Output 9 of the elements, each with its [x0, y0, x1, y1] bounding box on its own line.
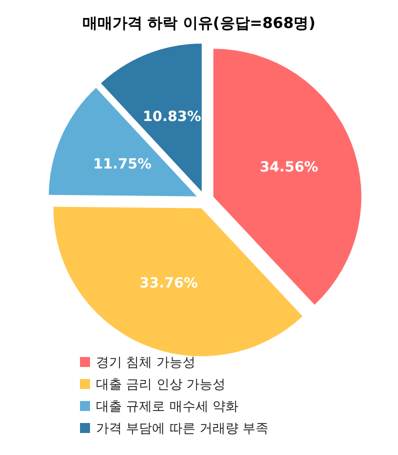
data-label: 11.75% — [93, 156, 152, 172]
legend-label: 대출 규제로 매수세 약화 — [96, 400, 238, 415]
data-label: 33.76% — [139, 276, 198, 292]
legend-label: 대출 금리 인상 가능성 — [96, 378, 226, 393]
data-label: 34.56% — [260, 160, 318, 176]
legend-label: 경기 침체 가능성 — [96, 356, 196, 371]
chart-title: 매매가격 하락 이유(응답=868명) — [82, 14, 316, 32]
legend-label: 가격 부담에 따른 거래량 부족 — [96, 422, 269, 437]
data-label: 10.83% — [142, 108, 202, 125]
